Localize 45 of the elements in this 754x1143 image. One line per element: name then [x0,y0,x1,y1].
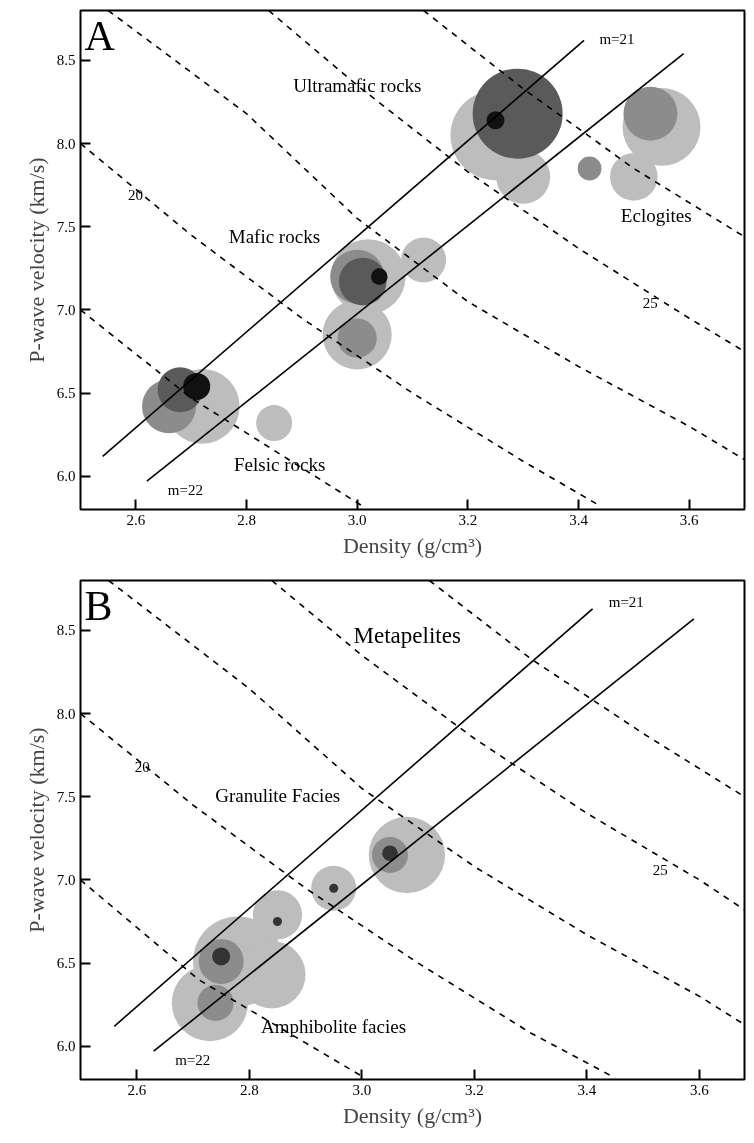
y-tick-label: 7.5 [56,788,76,805]
annotation: Eclogites [620,204,692,226]
x-axis-title: Density (g/cm³) [342,532,483,558]
x-tick-label: 3.6 [690,1081,710,1098]
annotation: Amphibolite facies [260,1015,407,1037]
y-tick-label: 8.0 [56,705,76,722]
y-tick-label: 6.0 [56,468,76,485]
annotation: m=21 [608,593,644,610]
x-tick-label: 3.0 [352,1081,372,1098]
y-tick-label: 6.5 [56,385,76,402]
annotation: 20 [134,758,150,775]
x-tick-label: 3.4 [577,1081,597,1098]
annotation: Ultramafic rocks [293,74,422,96]
x-tick-label: 2.6 [127,1081,147,1098]
x-tick-label: 3.2 [465,1081,484,1098]
x-tick-label: 3.0 [347,511,367,528]
x-tick-label: 2.8 [237,511,256,528]
y-tick-label: 6.0 [56,1038,76,1055]
annotation: m=22 [167,481,203,498]
annotation: A [84,12,116,59]
x-tick-label: 3.4 [569,511,589,528]
y-axis-title: P-wave velocity (km/s) [23,157,49,363]
x-tick-label: 3.2 [458,511,478,528]
annotation: 25 [652,861,668,878]
annotation: Mafic rocks [228,226,321,248]
x-axis-title: Density (g/cm³) [342,1102,483,1128]
y-tick-label: 7.0 [56,301,76,318]
annotation: Metapelites [353,622,461,648]
annotation: m=21 [599,30,635,47]
annotation: m=22 [175,1051,211,1068]
y-axis-title: P-wave velocity (km/s) [23,727,49,933]
x-tick-label: 2.6 [126,511,146,528]
y-tick-label: 8.0 [56,135,76,152]
y-tick-label: 8.5 [56,52,76,69]
annotation: Felsic rocks [234,454,326,476]
x-tick-label: 3.6 [679,511,700,528]
y-tick-label: 8.5 [56,622,76,639]
x-tick-label: 2.8 [239,1081,259,1098]
annotation: 25 [642,295,658,312]
annotation: B [84,582,113,629]
annotation: 20 [128,187,144,204]
y-tick-label: 7.5 [56,218,76,235]
annotation: Granulite Facies [215,784,341,806]
y-tick-label: 7.0 [56,871,76,888]
y-tick-label: 6.5 [56,955,76,972]
